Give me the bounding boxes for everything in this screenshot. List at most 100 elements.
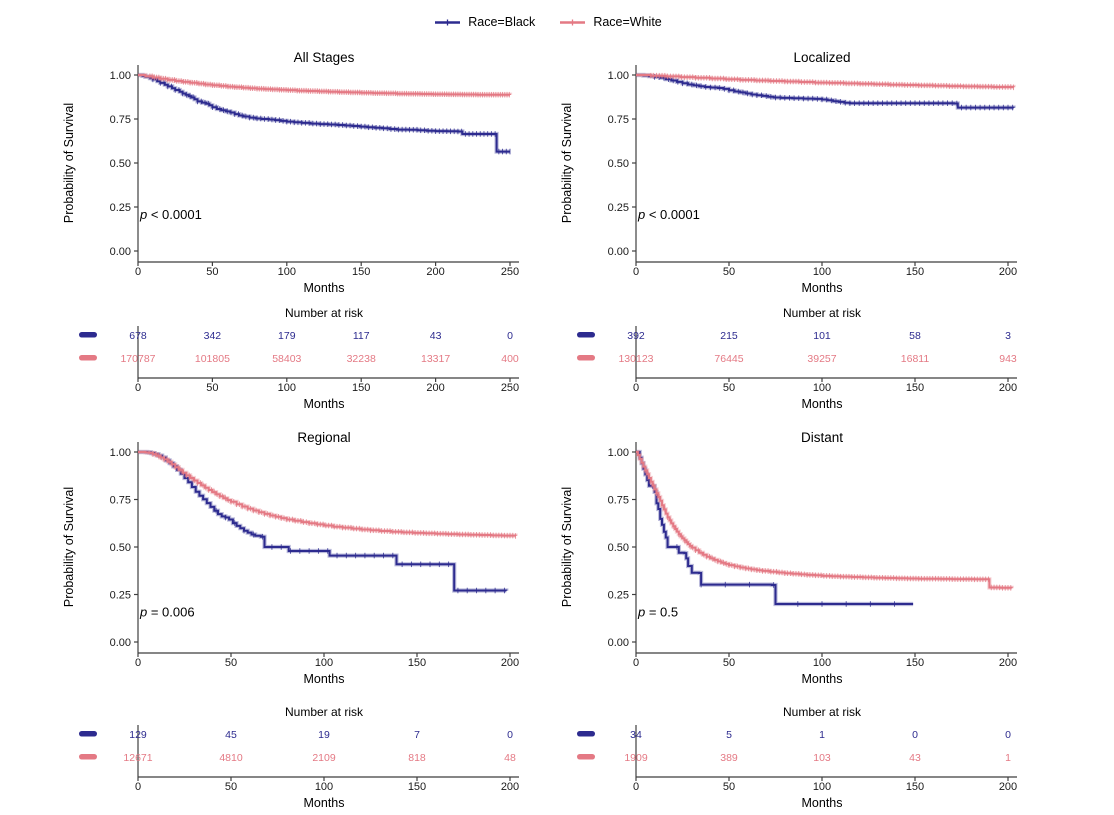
risk-x-tick-label: 200 xyxy=(999,781,1017,793)
y-tick-label: 0.75 xyxy=(608,494,629,506)
risk-number: 389 xyxy=(720,752,738,764)
km-curve-race-black-band xyxy=(138,449,509,593)
x-axis-label: Months xyxy=(304,672,345,686)
y-tick-label: 0.00 xyxy=(608,246,629,258)
legend-item-race-white: Race=White xyxy=(559,15,662,29)
risk-row-key-race-white xyxy=(79,754,97,760)
panel-title: Distant xyxy=(801,430,843,445)
x-tick-label: 200 xyxy=(999,657,1017,669)
panel-title: Localized xyxy=(793,50,850,65)
x-tick-label: 50 xyxy=(723,657,735,669)
km-plot-distant: Distant Probability of Survival 0.00 0.25 0.… xyxy=(560,430,1017,686)
risk-x-tick-label: 50 xyxy=(723,781,735,793)
risk-x-tick-label: 100 xyxy=(315,781,333,793)
x-tick-label: 100 xyxy=(813,266,831,278)
risk-number: 13317 xyxy=(421,353,450,365)
risk-table-all-stages: Number at risk 678 342 179 117 43 0 170787 10180… xyxy=(79,306,519,411)
risk-number: 170787 xyxy=(120,353,155,365)
x-tick-label: 250 xyxy=(501,266,519,278)
km-plot-regional: Regional Probability of Survival 0.00 0.25 0… xyxy=(62,430,519,686)
y-tick-label: 0.25 xyxy=(608,202,629,214)
p-value-label: p < 0.0001 xyxy=(139,207,202,222)
risk-number: 103 xyxy=(813,752,831,764)
legend-label: Race=White xyxy=(593,15,662,29)
x-tick-label: 50 xyxy=(225,657,237,669)
risk-number: 101805 xyxy=(195,353,230,365)
y-axis-label: Probability of Survival xyxy=(560,103,574,223)
risk-x-tick-label: 150 xyxy=(906,382,924,394)
km-curve-race-black xyxy=(138,74,510,153)
risk-x-tick-label: 50 xyxy=(723,382,735,394)
risk-table-header: Number at risk xyxy=(783,306,862,320)
risk-table-localized: Number at risk 392 215 101 58 3 130123 76445 392… xyxy=(577,306,1017,411)
km-curve-race-black xyxy=(636,451,914,605)
risk-number: 130123 xyxy=(618,353,653,365)
risk-x-tick-label: 200 xyxy=(999,382,1017,394)
x-axis-label: Months xyxy=(304,281,345,295)
risk-number: 1909 xyxy=(624,752,648,764)
risk-number: 58403 xyxy=(272,353,301,365)
y-tick-label: 0.75 xyxy=(110,114,131,126)
risk-number: 0 xyxy=(1005,729,1011,741)
risk-number: 76445 xyxy=(714,353,743,365)
km-curve-race-black-censor-marks xyxy=(654,74,1014,111)
legend-key-line-icon xyxy=(560,19,586,25)
risk-x-tick-label: 0 xyxy=(135,382,141,394)
km-curve-race-white-censor-marks xyxy=(152,451,517,539)
y-tick-label: 0.00 xyxy=(110,637,131,649)
km-plot-all-stages: All Stages Probability of Survival 0.00 0.2… xyxy=(62,50,519,295)
figure-legend: Race=Black Race=White xyxy=(0,15,1096,29)
x-tick-label: 50 xyxy=(206,266,218,278)
y-tick-label: 0.25 xyxy=(110,202,131,214)
risk-number: 392 xyxy=(627,330,645,342)
risk-number: 818 xyxy=(408,752,426,764)
km-curve-race-white-band xyxy=(138,449,518,538)
risk-number: 0 xyxy=(507,729,513,741)
risk-row-key-race-white xyxy=(577,754,595,760)
risk-x-tick-label: 50 xyxy=(225,781,237,793)
risk-row-key-race-black xyxy=(577,332,595,338)
x-tick-label: 150 xyxy=(408,657,426,669)
p-value-label: p = 0.5 xyxy=(637,605,678,620)
risk-x-axis-label: Months xyxy=(802,796,843,810)
risk-number: 3 xyxy=(1005,330,1011,342)
risk-number: 58 xyxy=(909,330,921,342)
risk-number: 7 xyxy=(414,729,420,741)
y-tick-label: 0.75 xyxy=(608,114,629,126)
x-tick-label: 100 xyxy=(315,657,333,669)
p-value-label: p < 0.0001 xyxy=(637,207,700,222)
km-curve-race-white-censor-marks xyxy=(644,467,1012,591)
km-curve-race-black xyxy=(138,451,508,592)
risk-x-axis-label: Months xyxy=(802,397,843,411)
risk-x-tick-label: 200 xyxy=(501,781,519,793)
x-tick-label: 200 xyxy=(426,266,444,278)
x-tick-label: 0 xyxy=(633,266,639,278)
p-value-label: p = 0.006 xyxy=(139,605,195,620)
risk-x-tick-label: 150 xyxy=(408,781,426,793)
y-tick-label: 1.00 xyxy=(110,447,131,459)
y-axis-label: Probability of Survival xyxy=(62,487,76,607)
x-axis-label: Months xyxy=(802,672,843,686)
y-tick-label: 0.75 xyxy=(110,494,131,506)
y-tick-label: 0.50 xyxy=(608,158,629,170)
x-tick-label: 150 xyxy=(352,266,370,278)
risk-number: 101 xyxy=(813,330,831,342)
risk-number: 5 xyxy=(726,729,732,741)
risk-x-tick-label: 200 xyxy=(426,382,444,394)
risk-row-key-race-black xyxy=(577,731,595,737)
y-tick-label: 0.00 xyxy=(110,246,131,258)
km-curve-race-white-censor-marks xyxy=(149,73,510,98)
y-tick-label: 0.25 xyxy=(110,589,131,601)
km-curve-race-black-censor-marks xyxy=(152,76,511,155)
risk-number: 129 xyxy=(129,729,147,741)
x-tick-label: 200 xyxy=(501,657,519,669)
risk-number: 4810 xyxy=(219,752,243,764)
risk-number: 0 xyxy=(912,729,918,741)
risk-row-key-race-white xyxy=(577,355,595,361)
risk-number: 1 xyxy=(1005,752,1011,764)
y-axis-label: Probability of Survival xyxy=(62,103,76,223)
risk-number: 1 xyxy=(819,729,825,741)
x-tick-label: 150 xyxy=(906,266,924,278)
